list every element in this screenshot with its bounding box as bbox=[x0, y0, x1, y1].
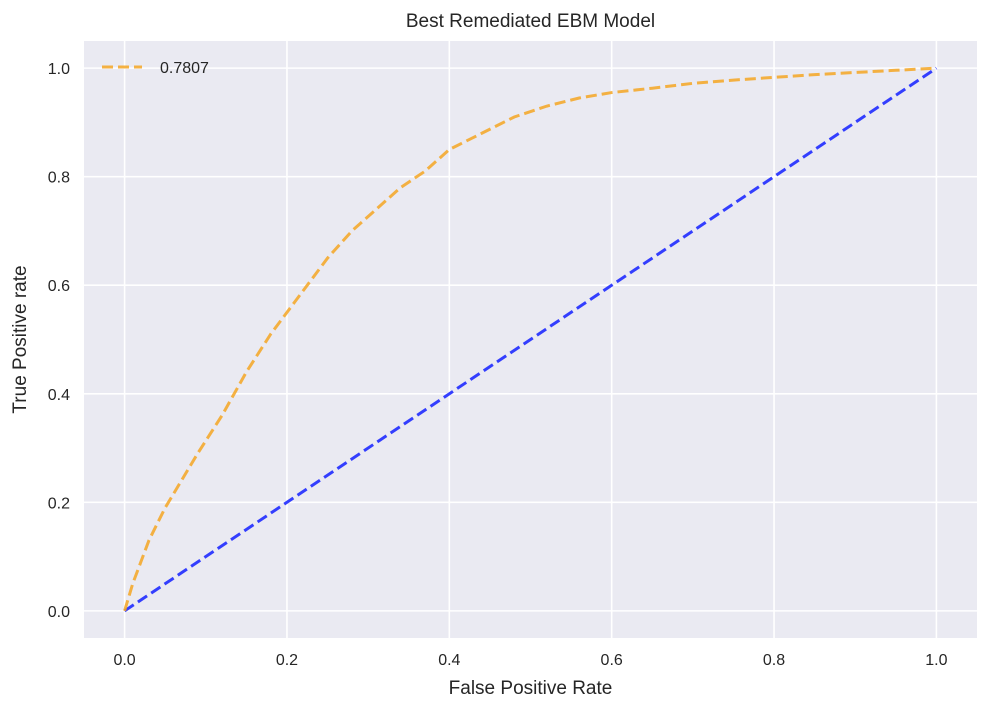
chart-title: Best Remediated EBM Model bbox=[406, 11, 655, 32]
y-axis-label: True Positive rate bbox=[10, 265, 31, 413]
diagonal-reference-line bbox=[123, 66, 938, 613]
x-tick-label: 0.6 bbox=[601, 652, 623, 669]
y-tick-label: 0.4 bbox=[48, 387, 70, 404]
y-tick-label: 1.0 bbox=[48, 61, 70, 78]
legend-label: 0.7807 bbox=[160, 60, 209, 77]
legend: 0.7807 bbox=[102, 60, 209, 77]
tick-labels: 0.0 0.2 0.4 0.6 0.8 1.0 0.0 0.2 0.4 0.6 0.8 1.0 bbox=[48, 61, 948, 669]
y-tick-label: 0.0 bbox=[48, 604, 70, 621]
y-tick-label: 0.8 bbox=[48, 170, 70, 187]
y-tick-label: 0.6 bbox=[48, 278, 70, 295]
y-tick-label: 0.2 bbox=[48, 495, 70, 512]
x-tick-label: 1.0 bbox=[925, 652, 947, 669]
x-tick-label: 0.2 bbox=[276, 652, 298, 669]
x-tick-label: 0.4 bbox=[438, 652, 460, 669]
x-tick-label: 0.8 bbox=[763, 652, 785, 669]
x-tick-label: 0.0 bbox=[113, 652, 135, 669]
series-lines bbox=[123, 66, 938, 613]
roc-curve-line bbox=[123, 66, 937, 612]
x-axis-label: False Positive Rate bbox=[449, 678, 613, 699]
